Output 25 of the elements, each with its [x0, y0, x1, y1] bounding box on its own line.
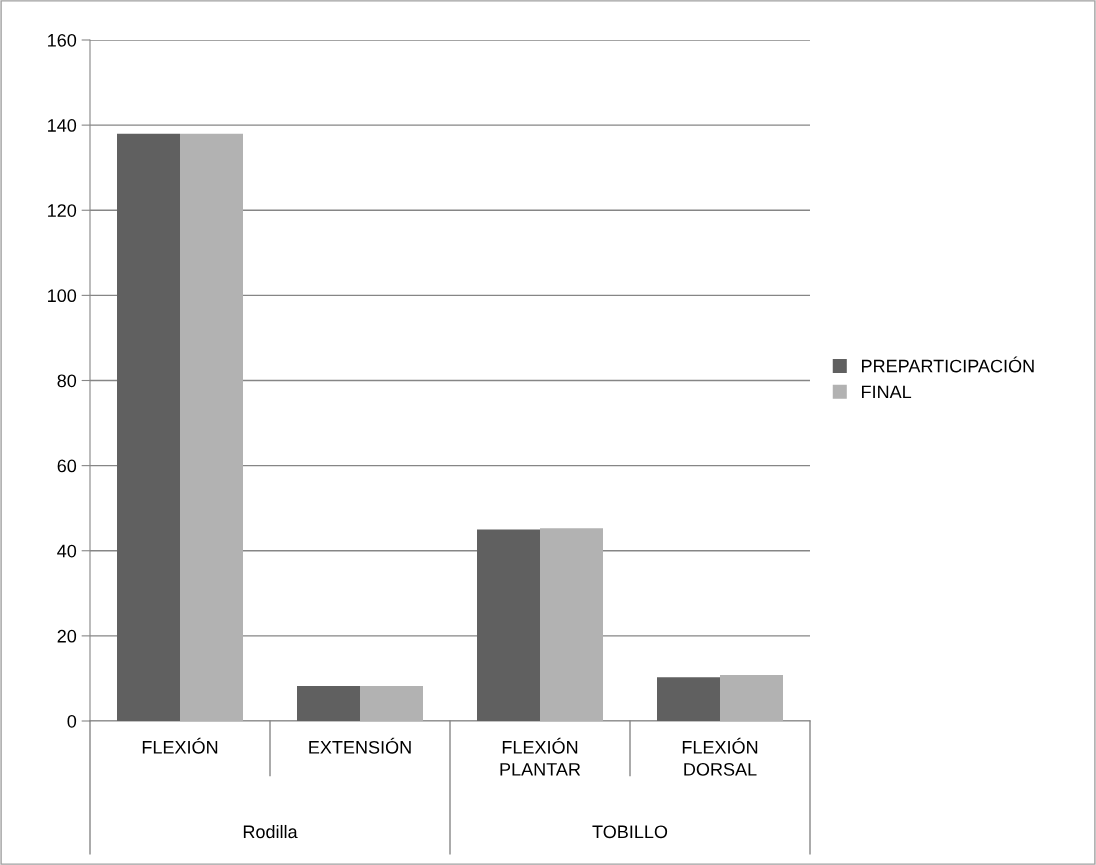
legend-label: PREPARTICIPACIÓN — [862, 356, 1034, 373]
text: TOBILLO — [592, 825, 668, 839]
y-tick-label: 60 — [57, 459, 77, 473]
bar — [297, 686, 360, 721]
y-tick-label: 120 — [48, 204, 77, 217]
x-tick-label: FLEXIÓN PLANTAR — [500, 737, 581, 776]
bar — [477, 529, 540, 721]
x-tick-label: FLEXIÓN DORSAL — [682, 737, 758, 776]
legend-label: FINAL — [862, 385, 912, 399]
text: Rodilla — [243, 824, 298, 839]
x-tick-label: EXTENSIÓN — [309, 737, 411, 754]
x-tick-label: FLEXIÓN — [142, 737, 218, 754]
y-tick-label: 100 — [48, 289, 77, 303]
bar — [180, 133, 243, 721]
bar — [657, 677, 720, 721]
bar — [720, 675, 783, 721]
y-tick-label: 140 — [48, 119, 77, 132]
y-tick-label: 40 — [57, 544, 77, 558]
y-tick-label: 160 — [48, 33, 77, 47]
y-tick-label: 80 — [57, 374, 77, 388]
bar — [540, 528, 603, 721]
y-tick-label: 20 — [57, 629, 77, 643]
bar — [360, 686, 423, 721]
bar — [117, 133, 180, 721]
y-tick-label: 0 — [67, 714, 77, 728]
